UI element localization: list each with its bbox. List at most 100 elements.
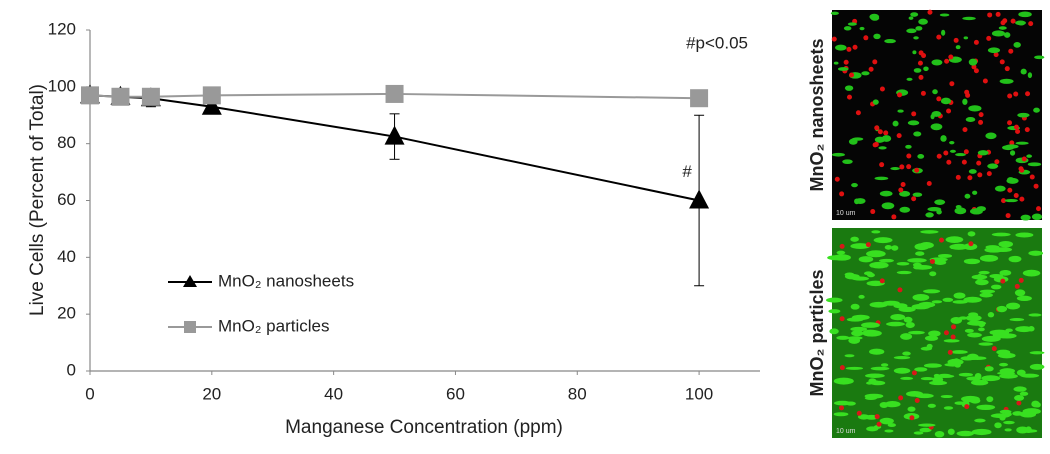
cell	[873, 33, 881, 40]
cell	[879, 417, 894, 425]
cell	[1013, 192, 1019, 198]
cell	[912, 294, 930, 301]
cell	[1016, 369, 1026, 376]
cell	[1004, 66, 1010, 72]
marker	[690, 89, 709, 108]
cell	[998, 26, 1007, 30]
cell	[978, 119, 984, 125]
cell	[945, 236, 964, 243]
cell	[905, 144, 912, 149]
cell	[969, 208, 983, 215]
cell	[1036, 206, 1042, 212]
cell	[934, 199, 946, 205]
cell	[1029, 174, 1035, 180]
cell	[879, 190, 893, 197]
cell	[936, 209, 942, 215]
cell	[1019, 391, 1029, 396]
cell	[990, 284, 1002, 290]
cell	[971, 428, 992, 436]
cell	[920, 90, 926, 96]
cell	[834, 176, 840, 182]
cell	[1020, 214, 1031, 221]
cell	[1019, 167, 1025, 173]
cell	[962, 16, 976, 21]
cell	[943, 339, 960, 343]
cell	[932, 89, 938, 95]
cell	[991, 346, 997, 352]
cell	[978, 270, 990, 275]
cell	[897, 92, 903, 98]
cell	[843, 59, 849, 65]
cell	[923, 66, 929, 72]
cell	[837, 67, 849, 71]
cell	[967, 332, 982, 338]
cell	[972, 190, 978, 195]
cell	[912, 50, 917, 55]
cell	[906, 77, 913, 81]
cell	[899, 164, 905, 170]
y-tick-label: 40	[57, 247, 76, 266]
cell	[918, 423, 936, 427]
cell	[846, 46, 852, 52]
cell	[987, 12, 993, 18]
cell	[1006, 177, 1019, 184]
cell	[831, 152, 845, 157]
cell	[914, 243, 930, 251]
cell	[997, 333, 1017, 339]
cell	[1013, 41, 1021, 48]
cell	[943, 330, 949, 336]
cell	[878, 146, 887, 150]
cell	[836, 250, 846, 255]
cell	[1015, 141, 1029, 145]
cell	[950, 334, 956, 340]
cell	[882, 300, 900, 306]
x-tick-label: 20	[202, 384, 221, 403]
cell	[942, 297, 954, 302]
cell	[1016, 295, 1032, 302]
cell	[899, 190, 911, 197]
cell	[913, 431, 924, 435]
cell	[900, 181, 906, 187]
cell	[858, 294, 865, 299]
cell	[917, 154, 925, 159]
cell	[974, 418, 986, 423]
cell	[1009, 318, 1025, 322]
cell	[931, 59, 943, 66]
cell	[846, 94, 852, 100]
cell	[887, 423, 896, 428]
cell	[950, 350, 968, 354]
legend-label: MnO₂ nanosheets	[218, 271, 354, 290]
cell	[1024, 127, 1030, 133]
cell	[1004, 428, 1012, 432]
cell	[926, 180, 932, 186]
cell	[844, 354, 855, 358]
cell	[994, 422, 1002, 429]
cell	[897, 109, 904, 113]
cell	[883, 130, 889, 136]
cell	[962, 98, 968, 105]
cell	[976, 404, 996, 410]
cell	[994, 159, 1000, 165]
cell	[835, 44, 847, 51]
cell	[993, 52, 999, 58]
cell	[1017, 112, 1030, 118]
cell	[829, 328, 839, 335]
x-axis-label: Manganese Concentration (ppm)	[285, 417, 563, 438]
cell	[833, 377, 854, 385]
cell	[915, 251, 925, 256]
cell	[920, 346, 933, 351]
cell	[985, 132, 997, 140]
cell	[827, 255, 846, 261]
cell	[1015, 326, 1033, 333]
cell	[913, 264, 933, 270]
cell	[884, 401, 901, 408]
cell	[870, 209, 876, 215]
cell	[982, 78, 988, 84]
cell	[955, 45, 961, 50]
cell	[967, 175, 973, 181]
cell	[899, 206, 911, 213]
cell	[968, 356, 987, 361]
cell	[955, 152, 966, 157]
cell	[879, 162, 885, 168]
cell	[971, 274, 988, 280]
